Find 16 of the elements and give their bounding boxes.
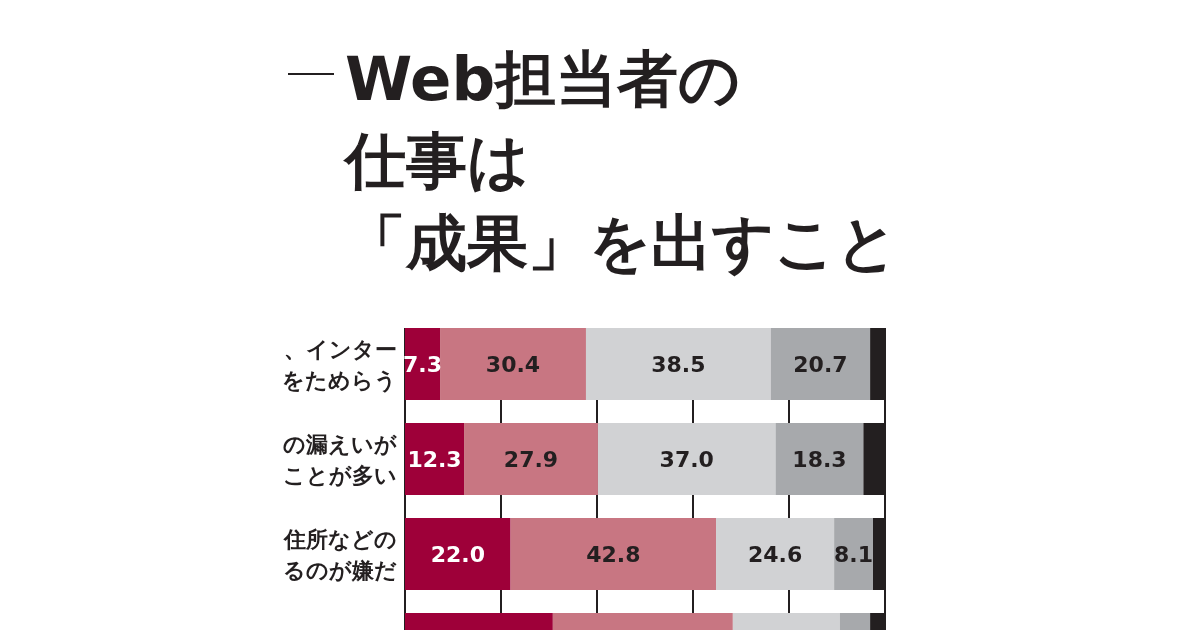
- data-label: 20.7: [793, 352, 848, 377]
- data-label: 12.3: [407, 447, 462, 472]
- data-label: 37.0: [659, 447, 714, 472]
- y-tick-label: 、インターをためらう: [282, 336, 397, 393]
- y-tick-label: の漏えいがことが多い: [283, 431, 397, 488]
- data-label: 24.6: [747, 542, 803, 567]
- data-label: 42.8: [586, 542, 641, 567]
- data-label: 27.9: [503, 447, 559, 472]
- data-label: 18.3: [792, 447, 847, 472]
- data-label: 22.0: [430, 542, 485, 567]
- data-label: 8.1: [834, 542, 874, 567]
- data-label: 30.4: [485, 352, 541, 377]
- data-label: 7.3: [403, 352, 443, 377]
- y-tick-label: 住所などのるのが嫌だ: [283, 526, 397, 583]
- data-label: 38.5: [651, 352, 706, 377]
- title: Web担当者の仕事は「成果」を出すこと: [345, 43, 898, 278]
